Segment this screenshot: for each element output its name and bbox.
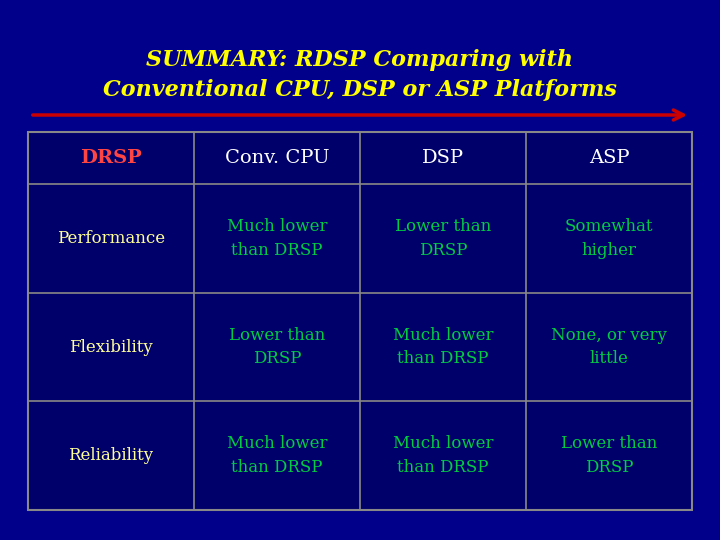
Text: Flexibility: Flexibility — [69, 339, 153, 355]
Text: Reliability: Reliability — [68, 447, 153, 464]
Text: Somewhat
higher: Somewhat higher — [564, 218, 653, 259]
Text: None, or very
little: None, or very little — [551, 327, 667, 367]
Text: Conventional CPU, DSP or ASP Platforms: Conventional CPU, DSP or ASP Platforms — [103, 79, 617, 101]
Text: Lower than
DRSP: Lower than DRSP — [395, 218, 491, 259]
Text: DRSP: DRSP — [80, 149, 142, 167]
Text: Much lower
than DRSP: Much lower than DRSP — [392, 435, 493, 476]
Text: Much lower
than DRSP: Much lower than DRSP — [227, 218, 328, 259]
Text: Much lower
than DRSP: Much lower than DRSP — [392, 327, 493, 367]
Text: Conv. CPU: Conv. CPU — [225, 149, 329, 167]
Text: ASP: ASP — [589, 149, 629, 167]
Text: Much lower
than DRSP: Much lower than DRSP — [227, 435, 328, 476]
FancyArrowPatch shape — [33, 110, 683, 120]
Text: Lower than
DRSP: Lower than DRSP — [229, 327, 325, 367]
Text: Performance: Performance — [57, 230, 165, 247]
Bar — [28, 132, 692, 510]
Text: SUMMARY: RDSP Comparing with: SUMMARY: RDSP Comparing with — [146, 49, 574, 71]
Text: DSP: DSP — [422, 149, 464, 167]
Text: Lower than
DRSP: Lower than DRSP — [561, 435, 657, 476]
